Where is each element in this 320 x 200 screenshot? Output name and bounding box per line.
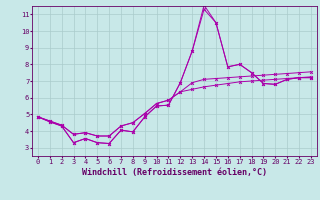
X-axis label: Windchill (Refroidissement éolien,°C): Windchill (Refroidissement éolien,°C) <box>82 168 267 177</box>
